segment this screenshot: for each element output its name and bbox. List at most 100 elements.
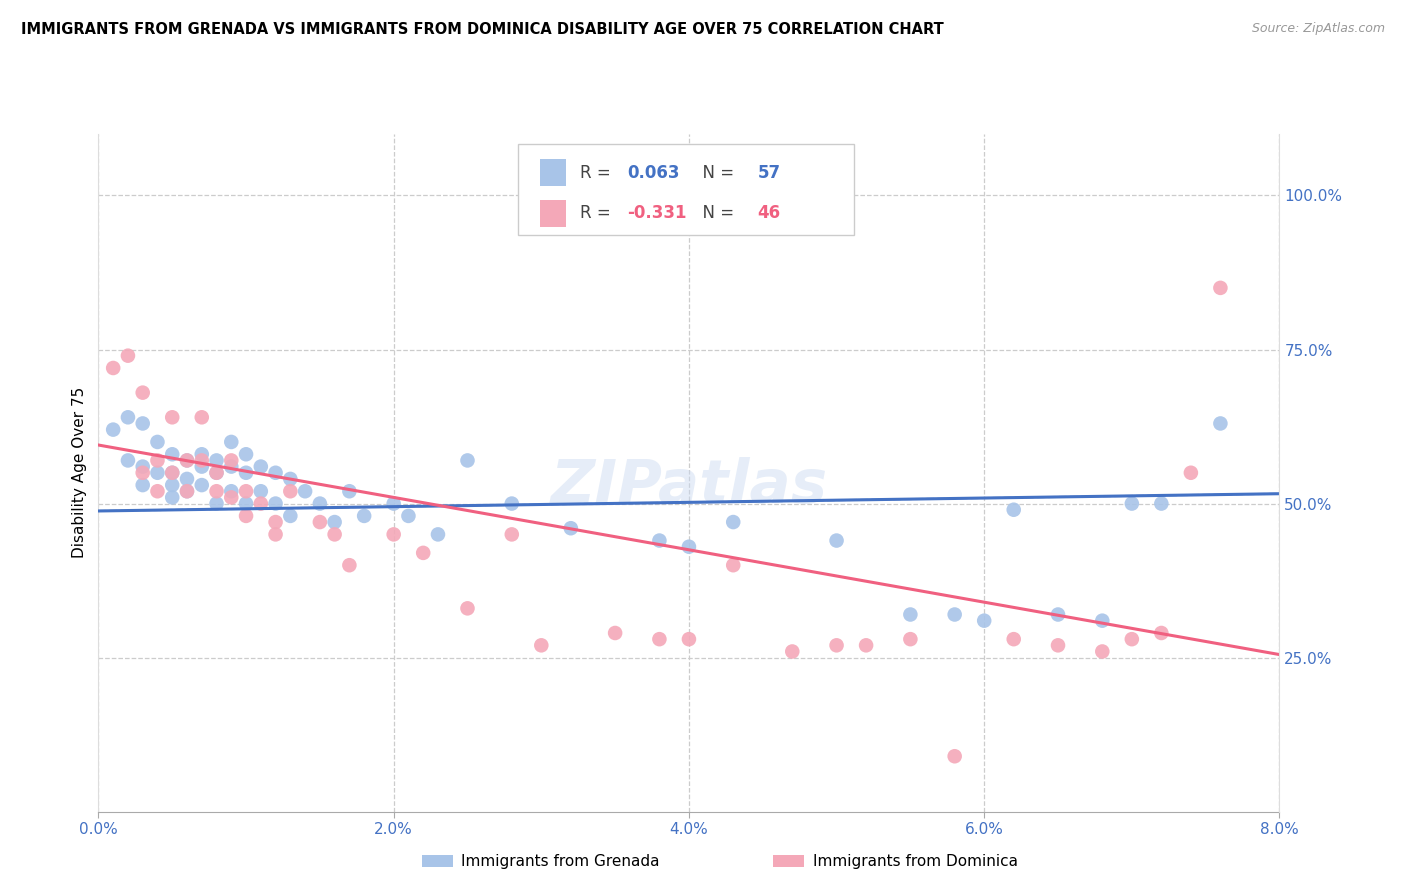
- Point: [278, 484, 302, 499]
- Point: [219, 491, 242, 505]
- Y-axis label: Disability Age Over 75: Disability Age Over 75: [72, 387, 87, 558]
- Point: [162, 478, 183, 492]
- Point: [825, 638, 848, 652]
- Point: [382, 527, 405, 541]
- Point: [132, 459, 155, 474]
- Point: [1002, 502, 1025, 516]
- Point: [219, 434, 242, 449]
- Point: [235, 484, 257, 499]
- Point: [973, 614, 995, 628]
- Point: [456, 453, 478, 467]
- Point: [219, 453, 242, 467]
- Point: [530, 638, 553, 652]
- Point: [219, 484, 242, 499]
- Point: [117, 349, 139, 363]
- Point: [205, 466, 228, 480]
- Point: [250, 459, 273, 474]
- Point: [205, 466, 228, 480]
- Point: [501, 527, 523, 541]
- Point: [396, 508, 419, 523]
- Point: [1121, 632, 1143, 647]
- Point: [146, 434, 169, 449]
- Point: [1002, 632, 1025, 647]
- Point: [337, 558, 360, 573]
- Point: [278, 472, 302, 486]
- Point: [412, 546, 434, 560]
- FancyBboxPatch shape: [517, 144, 855, 235]
- Point: [721, 515, 744, 529]
- Point: [235, 466, 257, 480]
- Point: [943, 607, 966, 622]
- Point: [264, 497, 287, 511]
- Point: [323, 527, 346, 541]
- Point: [678, 632, 700, 647]
- Point: [176, 453, 198, 467]
- Point: [721, 558, 744, 573]
- Point: [132, 466, 155, 480]
- Point: [308, 515, 332, 529]
- Point: [560, 521, 582, 535]
- Point: [162, 410, 183, 425]
- Point: [943, 749, 966, 764]
- Point: [1046, 638, 1069, 652]
- Point: [191, 453, 214, 467]
- Point: [117, 410, 139, 425]
- Point: [146, 484, 169, 499]
- Point: [205, 484, 228, 499]
- Point: [782, 644, 804, 658]
- Point: [176, 472, 198, 486]
- Point: [382, 497, 405, 511]
- Text: ZIPatlas: ZIPatlas: [550, 457, 828, 516]
- Point: [264, 466, 287, 480]
- Point: [191, 459, 214, 474]
- Point: [605, 626, 627, 640]
- Point: [825, 533, 848, 548]
- Text: 0.063: 0.063: [627, 164, 681, 182]
- Point: [191, 478, 214, 492]
- FancyBboxPatch shape: [540, 200, 567, 227]
- Point: [146, 466, 169, 480]
- Text: R =: R =: [581, 164, 616, 182]
- Point: [162, 491, 183, 505]
- Point: [132, 385, 155, 400]
- Point: [191, 447, 214, 461]
- Point: [264, 515, 287, 529]
- Text: N =: N =: [693, 164, 740, 182]
- Point: [205, 453, 228, 467]
- Point: [235, 447, 257, 461]
- Point: [117, 453, 139, 467]
- Point: [1180, 466, 1202, 480]
- Text: Source: ZipAtlas.com: Source: ZipAtlas.com: [1251, 22, 1385, 36]
- Point: [1209, 281, 1232, 295]
- Point: [1121, 497, 1143, 511]
- Point: [900, 607, 922, 622]
- Point: [426, 527, 449, 541]
- Point: [162, 447, 183, 461]
- Point: [294, 484, 316, 499]
- Point: [176, 484, 198, 499]
- Point: [1209, 417, 1232, 431]
- Point: [337, 484, 360, 499]
- Point: [162, 466, 183, 480]
- Point: [900, 632, 922, 647]
- Point: [648, 632, 671, 647]
- Point: [205, 497, 228, 511]
- Point: [1046, 607, 1069, 622]
- Point: [353, 508, 375, 523]
- Point: [1150, 626, 1173, 640]
- Point: [235, 508, 257, 523]
- Text: N =: N =: [693, 204, 740, 222]
- Point: [1150, 497, 1173, 511]
- Text: Immigrants from Dominica: Immigrants from Dominica: [813, 854, 1018, 869]
- Text: -0.331: -0.331: [627, 204, 688, 222]
- Point: [176, 484, 198, 499]
- Point: [648, 533, 671, 548]
- Point: [1091, 644, 1114, 658]
- Point: [132, 478, 155, 492]
- Text: 46: 46: [758, 204, 780, 222]
- Point: [162, 466, 183, 480]
- Point: [132, 417, 155, 431]
- Point: [456, 601, 478, 615]
- Point: [103, 361, 125, 376]
- Point: [501, 497, 523, 511]
